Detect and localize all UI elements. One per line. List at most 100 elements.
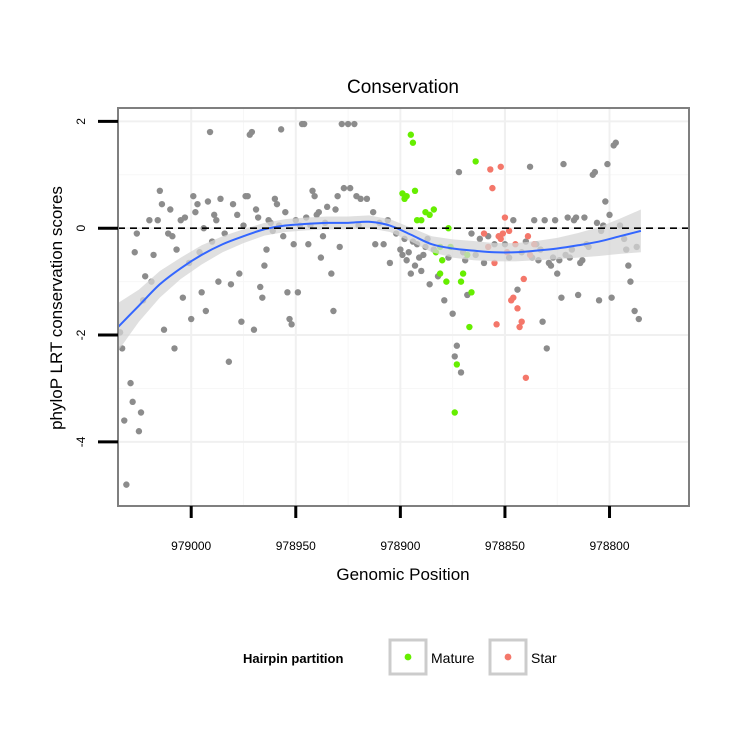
point-other bbox=[334, 192, 341, 200]
point-star bbox=[491, 259, 498, 267]
point-other bbox=[137, 409, 145, 416]
point-other bbox=[330, 307, 337, 315]
point-other bbox=[252, 206, 260, 213]
point-mature bbox=[468, 289, 475, 296]
x-tick-label: 978800 bbox=[589, 539, 629, 553]
point-other bbox=[541, 216, 548, 224]
point-other bbox=[169, 233, 176, 240]
point-other bbox=[215, 278, 222, 285]
point-other bbox=[606, 211, 613, 219]
point-other bbox=[248, 128, 256, 136]
chart-title: Conservation bbox=[347, 77, 459, 98]
point-other bbox=[315, 208, 322, 216]
point-other bbox=[192, 208, 199, 216]
point-other bbox=[338, 120, 345, 128]
point-other bbox=[441, 297, 448, 304]
point-other bbox=[261, 262, 268, 269]
point-other bbox=[554, 270, 561, 277]
point-other bbox=[591, 168, 599, 176]
point-other bbox=[198, 289, 205, 296]
point-star bbox=[501, 214, 509, 221]
point-other bbox=[294, 289, 302, 296]
smooth-confidence-band bbox=[118, 209, 641, 352]
point-star bbox=[520, 275, 527, 283]
point-other bbox=[225, 358, 233, 365]
point-other bbox=[240, 222, 247, 229]
point-other bbox=[426, 281, 433, 288]
point-other bbox=[290, 241, 297, 248]
legend-entry-star: Star bbox=[488, 638, 557, 676]
point-other bbox=[129, 398, 136, 406]
point-other bbox=[476, 235, 484, 243]
point-other bbox=[194, 200, 201, 208]
point-star bbox=[514, 305, 521, 312]
legend-entries: Mature Star bbox=[388, 638, 557, 676]
point-star bbox=[499, 230, 507, 237]
point-mature bbox=[438, 257, 446, 264]
point-other bbox=[579, 257, 586, 264]
point-star bbox=[510, 294, 517, 301]
point-other bbox=[277, 126, 285, 133]
point-other bbox=[188, 315, 195, 323]
point-other bbox=[204, 198, 212, 205]
point-other bbox=[635, 315, 643, 323]
point-other bbox=[455, 168, 463, 176]
point-other bbox=[257, 283, 264, 291]
point-star bbox=[487, 166, 494, 173]
point-other bbox=[363, 195, 371, 203]
y-axis-title: phyloP LRT conservation scores bbox=[47, 186, 66, 430]
point-other bbox=[399, 251, 406, 259]
point-other bbox=[560, 160, 567, 168]
point-other bbox=[280, 233, 287, 240]
point-other bbox=[625, 262, 632, 269]
point-other bbox=[595, 297, 603, 304]
point-star bbox=[480, 230, 488, 237]
point-star bbox=[522, 374, 530, 381]
point-other bbox=[300, 120, 308, 128]
legend: Hairpin partition Mature Star bbox=[243, 638, 557, 676]
point-star bbox=[505, 227, 513, 235]
point-other bbox=[543, 345, 550, 352]
point-mature bbox=[403, 192, 410, 200]
point-other bbox=[418, 267, 425, 275]
y-tick-label: 2 bbox=[74, 118, 88, 125]
point-other bbox=[420, 251, 427, 259]
point-other bbox=[158, 200, 166, 208]
point-mature bbox=[436, 270, 444, 277]
point-other bbox=[531, 216, 538, 224]
point-other bbox=[167, 206, 174, 213]
point-other bbox=[631, 307, 638, 315]
point-other bbox=[213, 216, 220, 224]
point-other bbox=[311, 192, 318, 200]
point-other bbox=[407, 270, 415, 277]
point-other bbox=[386, 259, 394, 267]
point-other bbox=[217, 195, 224, 203]
point-other bbox=[411, 262, 419, 269]
point-other bbox=[238, 318, 245, 325]
point-other bbox=[227, 281, 235, 288]
point-other bbox=[244, 192, 251, 200]
y-tick-label: -4 bbox=[74, 436, 88, 447]
point-other bbox=[564, 214, 571, 221]
x-tick-label: 978900 bbox=[380, 539, 420, 553]
point-other bbox=[340, 184, 348, 192]
point-mature bbox=[418, 216, 425, 224]
point-other bbox=[263, 246, 270, 253]
x-tick-label: 978950 bbox=[276, 539, 316, 553]
point-other bbox=[612, 139, 619, 146]
plot-background bbox=[118, 108, 689, 506]
point-other bbox=[547, 262, 555, 269]
point-mature bbox=[411, 187, 419, 195]
point-other bbox=[574, 291, 582, 299]
point-other bbox=[627, 278, 634, 285]
point-other bbox=[284, 289, 291, 296]
point-other bbox=[336, 243, 343, 251]
point-mature bbox=[451, 409, 458, 416]
point-other bbox=[344, 120, 352, 128]
point-other bbox=[468, 230, 475, 237]
point-other bbox=[156, 187, 164, 195]
point-other bbox=[288, 321, 295, 328]
point-other bbox=[202, 307, 210, 315]
x-tick-label: 978850 bbox=[485, 539, 525, 553]
